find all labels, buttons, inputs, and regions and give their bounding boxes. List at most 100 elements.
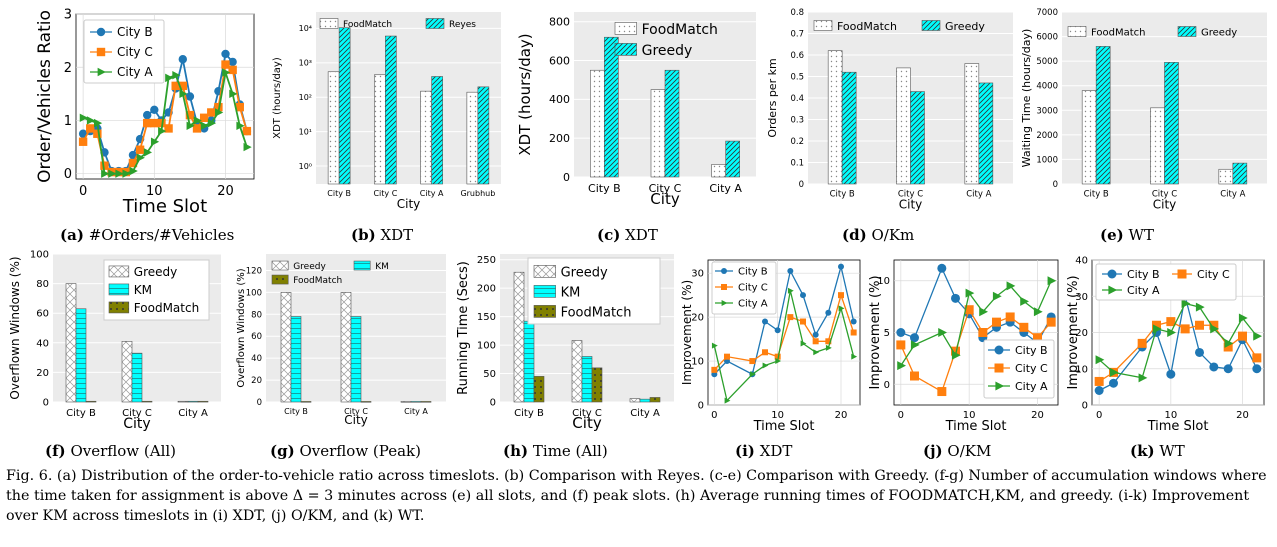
chart-panel-e: 0 1000 2000 3000 4000 5000 6000 7000 City B City … — [1018, 4, 1274, 219]
legend-label: KM — [375, 262, 389, 272]
x-tick-label: City C — [572, 408, 602, 419]
x-axis-label: City — [123, 416, 150, 432]
legend: City B City C City A — [983, 339, 1055, 399]
data-point — [235, 102, 244, 112]
y-tick-label: 10³ — [299, 59, 312, 68]
y-tick-label: 3 — [64, 8, 72, 23]
bar-greedy-city-a — [725, 140, 740, 178]
data-point — [214, 102, 223, 112]
x-axis-label: Time Slot — [945, 419, 1007, 434]
series-city-a — [79, 68, 252, 178]
bar-km-city-c — [350, 316, 362, 403]
data-point — [724, 397, 731, 404]
subcaption-g: (g) Overflow (Peak) — [270, 442, 421, 460]
bar-greedy-city-b — [513, 271, 525, 403]
data-point — [185, 92, 195, 101]
y-tick-label: 60 — [36, 309, 49, 320]
legend-label: City C — [738, 283, 768, 294]
y-tick-label: 0.4 — [790, 94, 804, 104]
data-point — [228, 65, 237, 75]
data-point — [749, 358, 756, 365]
data-point — [965, 288, 975, 298]
legend-swatch — [533, 285, 556, 298]
legend-label: City A — [738, 299, 768, 310]
data-point — [1152, 324, 1162, 334]
data-point — [1166, 369, 1176, 379]
y-tick-label: 2 — [64, 61, 72, 76]
bar-km-city-b — [523, 320, 535, 403]
x-tick-label: City A — [630, 408, 660, 419]
legend-box — [83, 19, 165, 84]
data-point — [711, 366, 718, 373]
legend-swatch — [271, 260, 289, 271]
bar-foodmatch-city-c — [141, 400, 153, 403]
data-point — [775, 358, 782, 365]
x-tick-label: City B — [327, 189, 351, 198]
y-axis-label: XDT (hours/day) — [272, 57, 283, 139]
data-point — [1253, 331, 1263, 341]
data-point — [229, 89, 238, 99]
y-tick-label: 0 — [64, 167, 72, 182]
y-tick-label: 0 — [1082, 401, 1088, 412]
legend: FoodMatch Greedy — [614, 22, 718, 59]
x-tick-label: 10 — [771, 410, 784, 421]
bar-foodmatch-city-c — [360, 401, 372, 403]
data-point — [910, 371, 919, 381]
data-point — [122, 169, 131, 178]
y-axis-label: Orders per km — [766, 58, 779, 137]
data-point — [721, 268, 727, 274]
bar-km-city-b — [290, 316, 302, 403]
data-point — [800, 318, 806, 325]
data-point — [979, 307, 989, 317]
bar-foodmatch-city-a — [1218, 168, 1234, 185]
y-tick-label: 5 — [884, 328, 890, 339]
legend: FoodMatch Reyes — [319, 18, 476, 30]
data-point — [1033, 333, 1042, 343]
y-axis-label: Order/Vehicles Ratio — [35, 10, 55, 183]
x-axis-label: Time Slot — [1147, 419, 1209, 434]
data-point — [896, 328, 906, 337]
series-city-c — [896, 305, 1056, 397]
legend-label: FoodMatch — [837, 20, 897, 33]
chart-panel-k: 0 10 20 30 40 0 10 20 Time Slot Improvement (%) Ci… — [1066, 246, 1272, 436]
data-point — [812, 338, 819, 345]
data-point — [164, 124, 173, 133]
subcaption-a: (a) #Orders/#Vehicles — [60, 226, 235, 244]
series-city-a — [1095, 299, 1263, 383]
data-point — [800, 292, 806, 299]
bar-greedy-city-b — [65, 283, 77, 403]
bar-foodmatch-city-b — [533, 376, 545, 403]
y-tick-label: 40 — [1075, 256, 1088, 267]
x-tick-label: City C — [122, 408, 152, 419]
data-point — [774, 353, 781, 360]
data-point — [199, 113, 209, 122]
data-point — [964, 305, 974, 315]
y-tick-label: 0 — [884, 380, 890, 391]
subcaption-i: (i) XDT — [735, 442, 793, 460]
y-tick-label: 2000 — [1036, 131, 1058, 141]
legend-box — [1095, 263, 1237, 301]
bar-km-city-c — [131, 352, 143, 403]
data-point — [1209, 362, 1219, 372]
bar-greedy-city-b — [841, 71, 857, 185]
y-tick-label: 0.8 — [790, 8, 804, 18]
legend: Greedy KM FoodMatch — [103, 259, 210, 321]
data-point — [192, 124, 202, 133]
legend-label: City B — [738, 267, 768, 278]
y-axis-label: Improvement (%) — [1066, 275, 1081, 389]
legend-label: Greedy — [561, 266, 608, 281]
data-point — [222, 68, 231, 77]
data-point — [150, 137, 160, 146]
data-point — [1033, 307, 1043, 317]
legend-label: City B — [1015, 344, 1048, 357]
legend-label: City A — [1127, 284, 1160, 297]
y-tick-label: 10¹ — [299, 127, 312, 136]
data-point — [910, 340, 920, 350]
x-tick-label: City C — [898, 190, 923, 200]
data-point — [1195, 347, 1204, 357]
x-tick-label: City B — [514, 408, 544, 419]
legend: Greedy KM FoodMatch — [271, 260, 389, 286]
legend-label: Greedy — [293, 262, 326, 272]
legend-box — [983, 339, 1055, 399]
data-point — [1138, 373, 1148, 383]
